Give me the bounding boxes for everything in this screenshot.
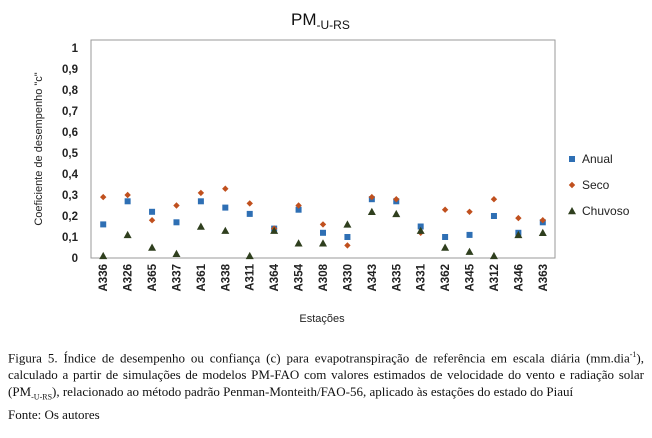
legend-marker-seco [568,181,576,189]
y-tick-label: 0,3 [62,190,78,202]
point-seco [466,208,473,215]
x-tick-label: A311 [245,263,257,290]
point-anual [417,223,424,230]
point-chuvoso [465,247,474,255]
point-chuvoso [99,251,108,260]
x-tick-label: A335 [391,263,403,291]
point-seco [539,217,546,224]
data-points [99,185,547,260]
point-seco [246,200,253,207]
y-tick-label: 0,5 [62,148,79,160]
x-axis-label: Estações [299,313,345,325]
point-anual [295,206,302,213]
point-chuvoso [172,249,181,257]
y-tick-label: 1 [72,43,79,55]
legend: Anual Seco Chuvoso [568,152,630,218]
point-seco [319,221,327,228]
point-chuvoso [196,222,205,230]
figure-caption: Figura 5. Índice de desempenho ou confia… [8,346,644,423]
point-chuvoso [441,243,450,251]
point-chuvoso [538,228,547,236]
legend-label-chuvoso: Chuvoso [582,204,630,218]
point-chuvoso [319,239,327,247]
point-chuvoso [294,239,303,247]
x-tick-label: A336 [98,264,110,292]
point-seco [100,193,107,201]
point-seco [173,202,180,209]
y-tick-label: 0,4 [62,169,79,181]
point-seco [148,217,156,224]
point-seco [393,196,400,203]
chart: PM-U-RS 0 0,1 0,2 0,3 0,4 0,5 0,6 0,7 0,8 0,9 1 A3… [33,10,630,325]
point-chuvoso [245,251,254,260]
point-anual [320,229,326,236]
point-seco [490,196,498,203]
point-chuvoso [270,226,279,234]
y-tick-label: 0,6 [62,127,78,139]
legend-marker-chuvoso [568,207,576,215]
point-chuvoso [343,220,352,228]
x-axis-ticks: A336 A326 A365 A337 A361 A338 A311 A364 A354 A308… [98,263,550,291]
legend-label-anual: Anual [582,152,613,166]
y-tick-label: 0 [72,253,78,265]
x-tick-label: A338 [220,263,232,291]
point-anual [466,231,473,238]
legend-label-seco: Seco [582,178,610,192]
x-tick-label: A362 [440,264,452,292]
x-tick-label: A346 [513,264,525,292]
y-axis-ticks: 0 0,1 0,2 0,3 0,4 0,5 0,6 0,7 0,8 0,9 1 [62,43,79,265]
point-seco [295,202,302,209]
point-anual [246,210,253,217]
point-anual [490,213,497,219]
point-chuvoso [221,226,230,234]
point-seco [197,189,205,197]
point-seco [124,191,131,199]
point-chuvoso [148,243,157,251]
point-seco [344,242,351,249]
point-anual [442,234,449,240]
point-chuvoso [489,251,498,260]
legend-marker-anual [569,156,575,162]
point-anual [222,204,229,211]
x-tick-label: A363 [538,264,550,292]
point-chuvoso [416,226,425,234]
point-chuvoso [514,230,523,239]
y-tick-label: 0,2 [62,211,78,223]
x-tick-label: A337 [171,264,183,292]
x-tick-label: A354 [294,263,306,291]
point-anual [124,198,131,205]
y-tick-label: 0,7 [62,106,78,118]
point-chuvoso [392,209,401,218]
point-chuvoso [123,230,132,239]
x-tick-label: A308 [318,263,330,291]
x-tick-label: A364 [269,263,281,291]
y-tick-label: 0,9 [62,64,78,76]
caption-text: Figura 5. Índice de desempenho ou confia… [8,350,645,402]
caption-source: Fonte: Os autores [8,406,100,422]
y-tick-label: 0,8 [62,85,79,97]
x-tick-label: A343 [367,264,379,292]
point-anual [197,198,204,205]
x-tick-label: A345 [465,263,477,291]
point-anual [149,208,156,215]
point-seco [222,185,229,192]
x-tick-label: A326 [123,264,135,292]
point-seco [441,206,449,213]
x-tick-label: A312 [489,264,501,292]
chart-title: PM-U-RS [291,10,350,32]
y-tick-label: 0,1 [62,232,79,244]
x-tick-label: A331 [416,263,428,291]
point-anual [344,234,351,240]
x-tick-label: A330 [342,264,354,292]
point-chuvoso [367,207,376,215]
x-tick-label: A365 [147,263,159,291]
point-seco [515,214,522,222]
point-anual [100,221,107,228]
point-anual [173,219,180,226]
point-seco [368,193,376,201]
x-tick-label: A361 [196,263,208,291]
y-axis-label: Coeficiente de desempenho "c" [33,72,45,225]
